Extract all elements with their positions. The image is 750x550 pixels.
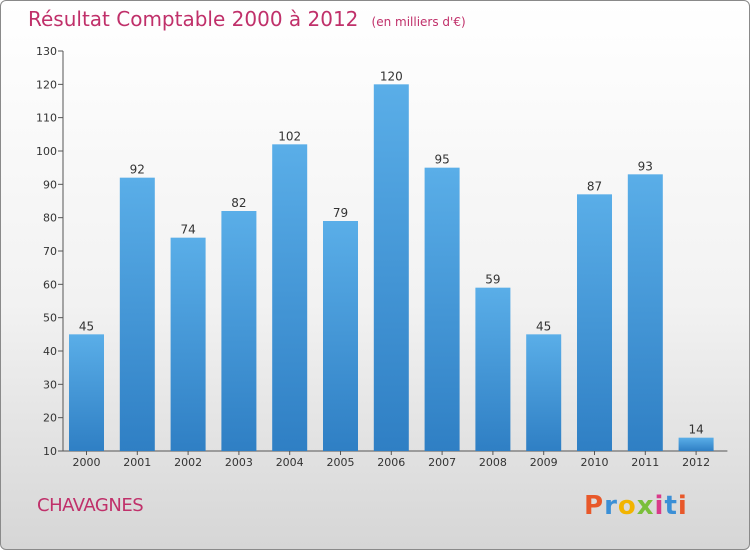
logo-letter: r [604, 491, 618, 521]
bar [170, 237, 206, 451]
bar [272, 144, 308, 452]
y-tick-label: 30 [43, 378, 57, 391]
bar [221, 211, 257, 451]
y-tick-label: 80 [43, 212, 57, 225]
logo-letter: i [654, 491, 665, 521]
y-tick-label: 120 [36, 78, 57, 91]
x-tick-label: 2000 [73, 456, 101, 469]
y-tick-label: 110 [36, 112, 57, 125]
bar [526, 334, 562, 451]
bar-layer: 45 92 74 82 102 79 120 95 59 45 87 93 14 [69, 69, 714, 452]
chart-subtitle: (en milliers d'€) [371, 15, 466, 29]
commune-name: CHAVAGNES [37, 495, 144, 516]
data-label: 59 [485, 273, 500, 287]
x-tick-label: 2001 [123, 456, 151, 469]
chart-title: Résultat Comptable 2000 à 2012 [28, 7, 359, 31]
data-label: 74 [180, 223, 195, 237]
title-row: Résultat Comptable 2000 à 2012 (en milli… [28, 7, 466, 31]
proxiti-logo: Proxiti [584, 491, 688, 521]
x-tick-label: 2003 [225, 456, 253, 469]
x-tick-label: 2010 [581, 456, 609, 469]
data-label: 87 [587, 179, 602, 193]
data-label: 82 [231, 196, 246, 210]
y-tick-label: 70 [43, 245, 57, 258]
data-label: 102 [278, 129, 301, 143]
bar [678, 437, 714, 451]
logo-letter: i [677, 491, 688, 521]
bar [119, 177, 155, 451]
logo-letter: t [664, 491, 678, 521]
y-tick-label: 130 [36, 45, 57, 58]
data-label: 95 [434, 153, 449, 167]
logo-letter: P [584, 491, 605, 521]
y-tick-label: 90 [43, 178, 57, 191]
x-tick-label: 2005 [327, 456, 355, 469]
x-tick-label: 2008 [479, 456, 507, 469]
data-label: 120 [380, 69, 403, 83]
x-tick-label: 2002 [174, 456, 202, 469]
data-label: 92 [130, 163, 145, 177]
x-tick-label: 2006 [377, 456, 405, 469]
x-tick-label: 2007 [428, 456, 456, 469]
axis-layer: 10 20 30 40 50 60 70 80 90 100 110 120 130 2000 2001 20… [36, 45, 728, 469]
y-tick-label: 10 [43, 445, 57, 458]
y-tick-label: 60 [43, 278, 57, 291]
logo-letter: o [617, 491, 637, 521]
x-tick-label: 2011 [631, 456, 659, 469]
data-label: 14 [688, 423, 703, 437]
x-tick-label: 2009 [530, 456, 558, 469]
bar [373, 84, 409, 451]
data-label: 45 [536, 319, 551, 333]
data-label: 79 [333, 206, 348, 220]
bar [627, 174, 663, 452]
x-tick-label: 2004 [276, 456, 304, 469]
bar [323, 221, 358, 451]
bar [69, 334, 104, 451]
x-tick-label: 2012 [682, 456, 710, 469]
data-label: 93 [638, 159, 653, 173]
bar [475, 287, 511, 451]
y-tick-label: 100 [36, 145, 57, 158]
logo-letter: x [636, 491, 655, 521]
y-tick-label: 20 [43, 412, 57, 425]
y-tick-label: 40 [43, 345, 57, 358]
y-tick-label: 50 [43, 312, 57, 325]
bar [424, 167, 460, 451]
data-label: 45 [79, 319, 94, 333]
bar [577, 194, 612, 452]
